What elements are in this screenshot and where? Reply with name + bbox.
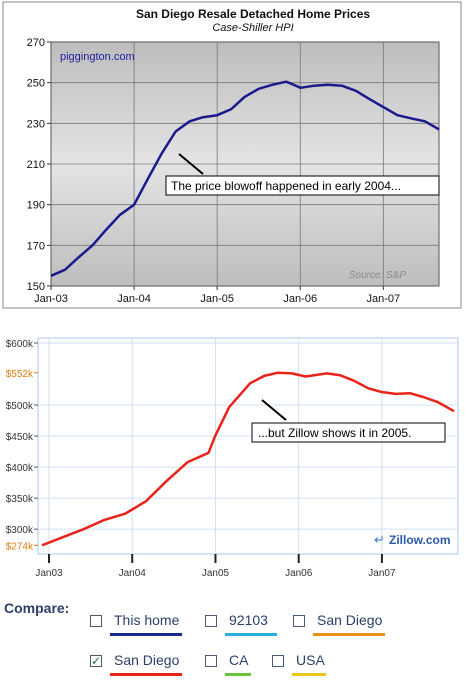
zillow-logo-icon: ↵ [374, 532, 385, 547]
zillow-logo-text: Zillow.com [389, 533, 451, 547]
chart2-y-tick-label: $300k [6, 525, 34, 536]
chart1-y-tick-label: 150 [27, 281, 45, 293]
chart2-y-tick-label: $400k [6, 463, 34, 474]
chart1-y-tick-label: 230 [27, 118, 45, 130]
checkbox[interactable] [205, 655, 217, 667]
compare-item-swatch [110, 673, 182, 676]
compare-item-label: CA [229, 652, 249, 668]
chart1-annotation-box [165, 175, 440, 196]
checkbox[interactable]: ✓ [90, 654, 102, 668]
chart2-x-tick-label: Jan05 [202, 568, 230, 579]
chart1-y-tick-label: 170 [27, 240, 45, 252]
chart2-x-tick-label: Jan03 [35, 568, 63, 579]
checkbox[interactable] [205, 615, 217, 627]
chart2-highlight-tick-label: $552k [6, 369, 34, 380]
compare-item-swatch [110, 633, 182, 636]
compare-item-swatch [225, 673, 251, 676]
chart1-y-tick-label: 250 [27, 78, 45, 90]
chart1-source-note: Source: S&P [349, 270, 407, 281]
compare-item-swatch [313, 633, 385, 636]
chart2-series-line [41, 371, 455, 547]
chart1-series-line [50, 80, 440, 277]
chart1-x-tick-label: Jan-07 [367, 293, 401, 305]
chart2-y-tick-label: $600k [6, 339, 34, 350]
chart2-x-tick-label: Jan07 [368, 568, 396, 579]
chart1-title: San Diego Resale Detached Home Prices [136, 7, 370, 21]
chart1-annotation-text: The price blowoff happened in early 2004… [171, 179, 401, 193]
case-shiller-chart: San Diego Resale Detached Home Prices Ca… [2, 1, 462, 309]
chart2-y-tick-label: $500k [6, 401, 34, 412]
compare-item-usa[interactable]: USA [272, 652, 342, 678]
checkbox[interactable] [90, 615, 102, 627]
chart2-highlight-tick-label: $274k [6, 541, 34, 552]
chart2-x-tick-label: Jan04 [119, 568, 147, 579]
compare-item-swatch [292, 673, 326, 676]
compare-item-92103[interactable]: 92103 [205, 612, 285, 638]
compare-item-ca[interactable]: CA [205, 652, 265, 678]
chart1-watermark: piggington.com [60, 51, 135, 63]
chart2-y-tick-label: $350k [6, 494, 34, 505]
chart1-x-tick-label: Jan-03 [34, 293, 68, 305]
chart2-annotation-pointer [261, 399, 287, 421]
compare-section [0, 595, 466, 683]
chart1-annotation-pointer [178, 153, 204, 175]
chart1-x-tick-label: Jan-05 [200, 293, 234, 305]
compare-item-label: This home [114, 612, 180, 628]
compare-item-label: San Diego [114, 652, 180, 668]
zillow-chart: $300k $350k $400k $450k $500k $600k $552k $274k… [0, 310, 466, 595]
chart2-annotation-text: ...but Zillow shows it in 2005. [258, 426, 411, 440]
chart1-y-tick-label: 270 [27, 37, 45, 49]
compare-item-this-home[interactable]: This home [90, 612, 190, 638]
compare-item-san-diego-city[interactable]: ✓ San Diego [90, 652, 190, 678]
chart1-x-tick-label: Jan-06 [283, 293, 317, 305]
compare-label: Compare: [4, 600, 70, 616]
chart1-y-tick-label: 190 [27, 200, 45, 212]
chart2-annotation-box [251, 422, 446, 443]
compare-item-swatch [225, 633, 277, 636]
compare-item-label: San Diego [317, 612, 383, 628]
compare-item-label: USA [296, 652, 325, 668]
zillow-logo: ↵ Zillow.com [374, 532, 451, 547]
chart1-subtitle: Case-Shiller HPI [212, 22, 293, 34]
compare-item-label: 92103 [229, 612, 268, 628]
chart1-x-tick-label: Jan-04 [117, 293, 151, 305]
compare-item-san-diego-metro[interactable]: San Diego [293, 612, 393, 638]
checkbox[interactable] [272, 655, 284, 667]
chart2-y-tick-label: $450k [6, 432, 34, 443]
chart1-y-tick-label: 210 [27, 159, 45, 171]
checkbox[interactable] [293, 615, 305, 627]
chart2-x-tick-label: Jan06 [285, 568, 313, 579]
